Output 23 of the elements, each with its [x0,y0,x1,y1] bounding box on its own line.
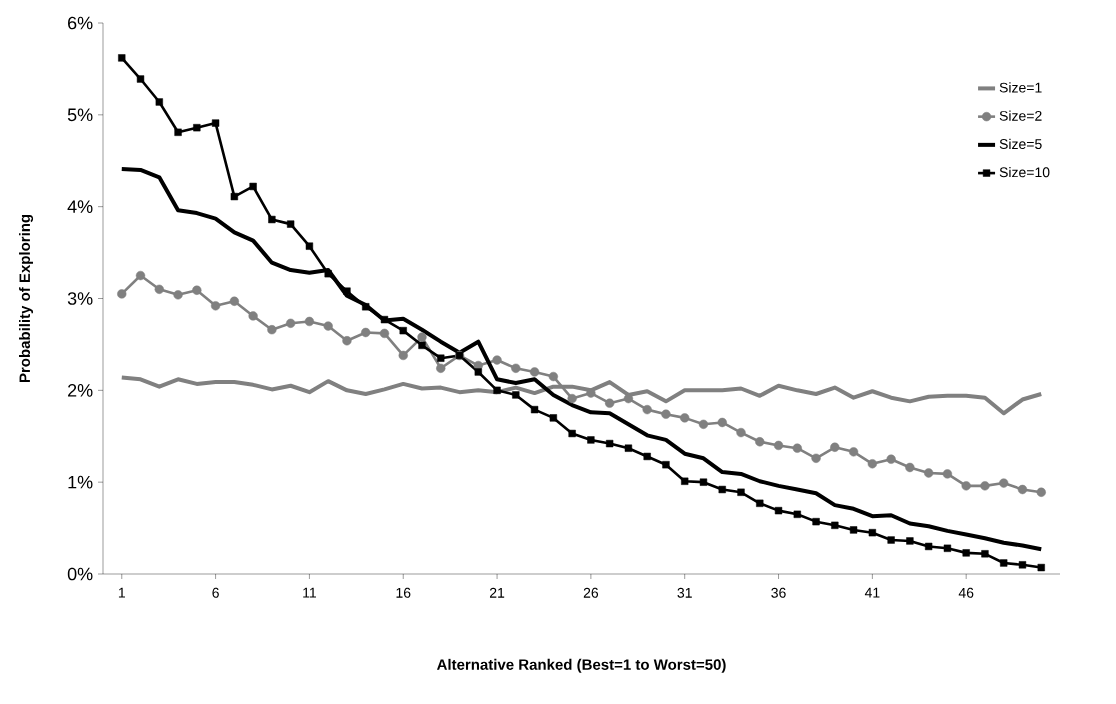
y-tick-label: 6% [68,16,93,30]
x-tick-label: 21 [489,587,505,598]
x-tick-label: 1 [118,587,125,598]
y-tick-label: 4% [67,200,93,213]
legend-label: Size=1 [999,82,1042,93]
y-tick-label: 5% [67,108,93,122]
x-tick-label: 26 [583,587,599,598]
x-tick-label: 31 [677,587,692,598]
y-axis-title: Probability of Exploring [19,214,34,383]
x-tick-label: 11 [303,587,317,598]
x-tick-label: 6 [212,587,219,598]
x-tick-label: 16 [396,587,411,598]
y-tick-label: 2% [68,384,93,397]
legend-label: Size=10 [999,166,1050,178]
x-axis-title: Alternative Ranked (Best=1 to Worst=50) [436,658,726,673]
x-tick-label: 46 [958,587,974,598]
legend-label: Size=2 [999,110,1042,121]
legend-label: Size=5 [999,138,1042,150]
x-tick-label: 36 [771,587,786,598]
y-tick-label: 1% [68,475,93,489]
y-tick-label: 3% [67,292,93,305]
x-tick-label: 41 [864,587,880,598]
y-tick-label: 0% [67,567,93,581]
